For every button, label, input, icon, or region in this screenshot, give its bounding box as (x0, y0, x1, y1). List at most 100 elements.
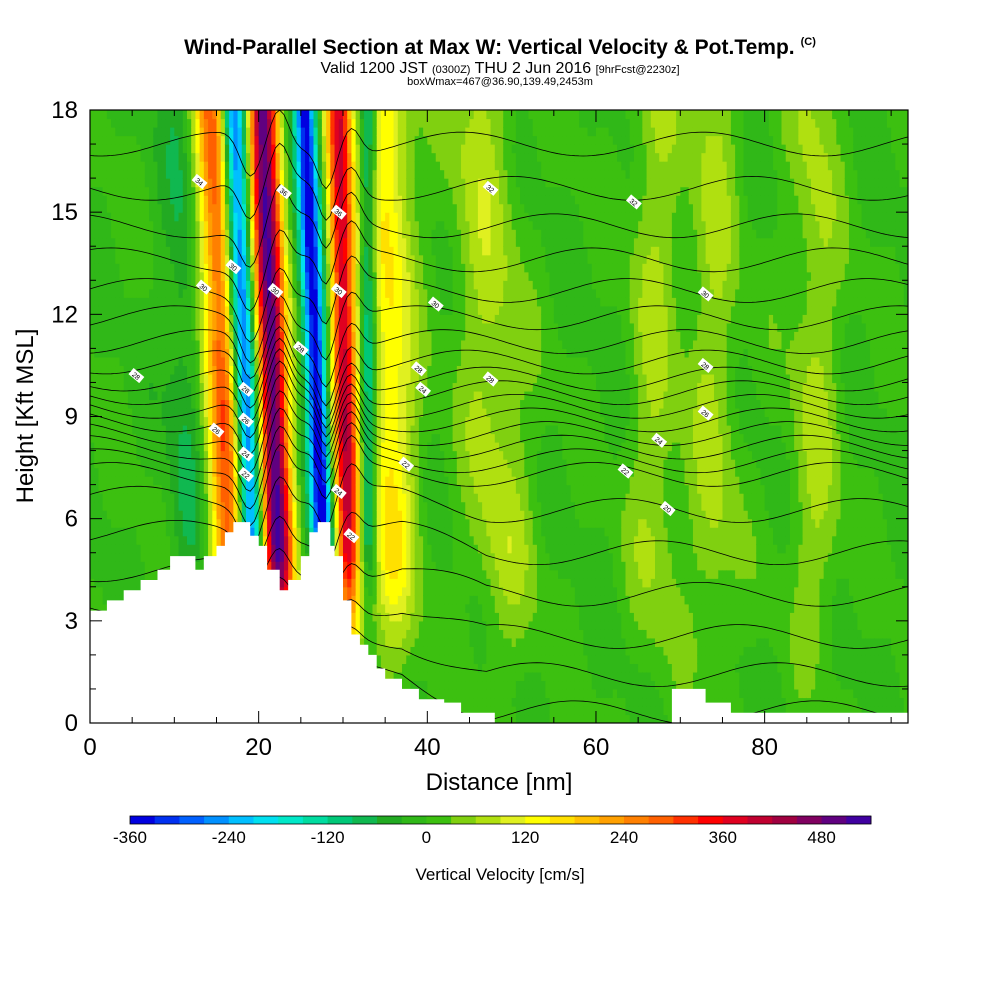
velocity-cell (313, 501, 319, 511)
velocity-cell (111, 365, 116, 375)
velocity-cell (241, 212, 247, 222)
velocity-cell (174, 416, 180, 426)
velocity-cell (90, 510, 95, 520)
velocity-cell (283, 399, 289, 409)
velocity-cell (182, 203, 188, 213)
velocity-cell (199, 535, 205, 545)
velocity-cell (229, 527, 234, 537)
velocity-cell (283, 254, 289, 264)
velocity-cell (275, 561, 281, 571)
velocity-cell (199, 237, 205, 247)
velocity-cell (254, 339, 260, 349)
velocity-cell (317, 382, 323, 392)
velocity-cell (288, 527, 293, 537)
velocity-cell (115, 467, 121, 477)
velocity-cell (165, 305, 171, 315)
velocity-cell (233, 271, 239, 281)
velocity-cell (132, 161, 137, 171)
velocity-cell (283, 110, 289, 120)
velocity-cell (364, 467, 369, 477)
velocity-cell (330, 314, 336, 324)
velocity-cell (237, 237, 243, 247)
velocity-cell (144, 229, 150, 239)
velocity-cell (119, 169, 125, 179)
velocity-cell (372, 339, 378, 349)
velocity-cell (127, 110, 133, 120)
velocity-cell (199, 399, 205, 409)
valid-date: THU 2 Jun 2016 (474, 60, 592, 77)
velocity-cell (212, 450, 218, 460)
velocity-cell (283, 144, 289, 154)
velocity-cell (334, 331, 340, 341)
velocity-cell (174, 501, 180, 511)
velocity-cell (292, 544, 298, 554)
velocity-cell (220, 510, 226, 520)
velocity-cell (98, 484, 104, 494)
velocity-cell (258, 510, 264, 520)
velocity-cell (123, 535, 129, 545)
velocity-cell (376, 339, 382, 349)
velocity-cell (300, 527, 306, 537)
velocity-cell (140, 527, 146, 537)
velocity-cell (279, 220, 285, 230)
velocity-cell (144, 339, 150, 349)
velocity-cell (271, 493, 277, 503)
velocity-cell (94, 407, 100, 418)
velocity-cell (111, 476, 116, 486)
velocity-cell (267, 433, 272, 443)
velocity-cell (199, 407, 205, 418)
velocity-cell (195, 501, 201, 511)
velocity-cell (157, 356, 163, 367)
velocity-cell (182, 263, 188, 273)
velocity-cell (229, 518, 234, 528)
velocity-cell (136, 493, 142, 503)
velocity-cell (161, 356, 167, 367)
velocity-cell (132, 314, 137, 324)
velocity-cell (237, 203, 243, 213)
velocity-cell (380, 629, 386, 639)
velocity-cell (199, 169, 205, 179)
velocity-cell (359, 544, 365, 554)
velocity-cell (115, 280, 121, 290)
velocity-cell (195, 544, 201, 554)
velocity-cell (351, 407, 357, 418)
velocity-cell (106, 561, 112, 571)
velocity-cell (368, 288, 374, 298)
velocity-cell (283, 356, 289, 367)
velocity-cell (279, 127, 285, 137)
velocity-cell (229, 297, 234, 307)
velocity-cell (288, 237, 293, 247)
velocity-cell (292, 399, 298, 409)
velocity-cell (309, 186, 315, 196)
velocity-cell (178, 348, 184, 358)
velocity-cell (123, 339, 129, 349)
velocity-cell (94, 399, 100, 409)
velocity-cell (267, 356, 272, 367)
velocity-cell (283, 263, 289, 273)
velocity-cell (157, 110, 163, 120)
velocity-cell (355, 297, 361, 307)
velocity-cell (191, 297, 197, 307)
velocity-cell (220, 212, 226, 222)
velocity-cell (334, 212, 340, 222)
velocity-cell (220, 314, 226, 324)
velocity-cell (132, 493, 137, 503)
velocity-cell (368, 442, 374, 452)
velocity-cell (123, 578, 129, 588)
velocity-cell (368, 212, 374, 222)
velocity-cell (262, 425, 268, 435)
velocity-cell (149, 161, 154, 171)
velocity-cell (199, 348, 205, 358)
velocity-cell (140, 544, 146, 554)
velocity-cell (174, 203, 180, 213)
velocity-cell (174, 382, 180, 392)
velocity-cell (203, 229, 209, 239)
velocity-cell (309, 425, 315, 435)
velocity-cell (317, 510, 323, 520)
velocity-cell (258, 476, 264, 486)
velocity-cell (123, 135, 129, 145)
velocity-cell (279, 110, 285, 120)
velocity-cell (140, 433, 146, 443)
velocity-cell (241, 195, 247, 205)
velocity-cell (326, 186, 331, 196)
